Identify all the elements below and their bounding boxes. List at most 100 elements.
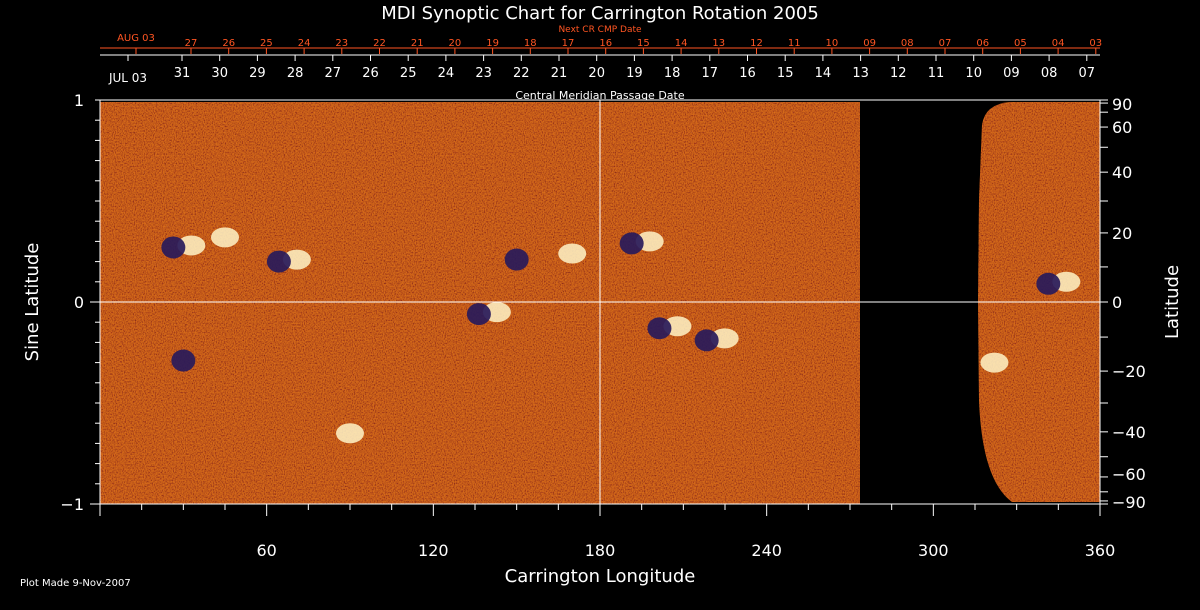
next-cr-date-label: 27 <box>185 38 198 49</box>
negative-patch <box>619 232 644 255</box>
cmp-date-label: 19 <box>626 66 643 81</box>
latitude-axis: −90 −60 −40 −20 0 20 40 60 90 <box>1100 95 1146 512</box>
longitude-axis: 60 120 180 240 300 360 <box>99 504 1116 560</box>
next-cr-date-label: 04 <box>1052 38 1065 49</box>
negative-patch <box>647 317 672 340</box>
active-region <box>647 316 692 340</box>
next-cr-date-label: 11 <box>788 38 801 49</box>
y-axis-label-right: Latitude <box>1162 265 1183 339</box>
active-region <box>266 249 311 273</box>
cmp-date-label: 15 <box>777 66 794 81</box>
cmp-date-label: 27 <box>325 66 342 81</box>
cmp-date-label: 13 <box>852 66 869 81</box>
x-axis-label: Carrington Longitude <box>505 566 696 587</box>
next-cr-date-label: 23 <box>335 38 348 49</box>
y-right-tick-label: −40 <box>1112 423 1146 442</box>
cmp-date-axis: JUL 03 31 30 29 28 27 26 25 24 23 22 21 20 19 18 17 16 15… <box>100 54 1100 85</box>
negative-patch <box>466 303 491 326</box>
y-left-tick-label: −1 <box>60 495 84 514</box>
cmp-date-label: 31 <box>174 66 191 81</box>
active-region <box>694 328 739 352</box>
next-cr-date-label: 12 <box>750 38 763 49</box>
cmp-date-label: 23 <box>475 66 492 81</box>
positive-patch <box>211 227 239 248</box>
cmp-date-label: 22 <box>513 66 530 81</box>
cmp-date-label: 20 <box>588 66 605 81</box>
x-tick-label: 300 <box>918 541 949 560</box>
cmp-date-label: 09 <box>1003 66 1020 81</box>
active-region <box>504 248 529 271</box>
cmp-date-label: 08 <box>1041 66 1058 81</box>
cmp-date-label: 16 <box>739 66 756 81</box>
next-cr-date-label: 09 <box>863 38 876 49</box>
plot-made-note: Plot Made 9-Nov-2007 <box>20 578 131 589</box>
active-region <box>171 349 196 372</box>
field-grain-dark-main <box>100 102 860 504</box>
cmp-date-label: 21 <box>551 66 568 81</box>
next-cr-date-label: 18 <box>524 38 537 49</box>
active-region <box>619 231 664 255</box>
x-tick-label: 120 <box>418 541 449 560</box>
cmp-date-label: 14 <box>815 66 832 81</box>
negative-patch <box>1036 272 1061 295</box>
active-regions <box>161 227 1081 444</box>
next-cr-date-label: 26 <box>222 38 235 49</box>
cmp-date-label: 25 <box>400 66 417 81</box>
cmp-date-label: 24 <box>438 66 455 81</box>
cmp-date-label: 30 <box>211 66 228 81</box>
positive-patch <box>336 423 364 444</box>
cmp-date-label: JUL 03 <box>108 71 147 85</box>
active-region <box>980 352 1009 373</box>
x-tick-label: 60 <box>256 541 276 560</box>
cmp-date-label: 12 <box>890 66 907 81</box>
next-cr-date-label: 19 <box>486 38 499 49</box>
next-cr-date-label: 21 <box>411 38 424 49</box>
y-axis-label-left: Sine Latitude <box>22 243 43 362</box>
next-cr-date-label: 10 <box>826 38 839 49</box>
y-left-tick-label: 0 <box>74 293 84 312</box>
next-cr-date-label: 24 <box>298 38 311 49</box>
sine-latitude-axis: −1 0 1 <box>60 91 100 514</box>
y-right-tick-label: 20 <box>1112 224 1132 243</box>
positive-patch <box>980 352 1009 373</box>
next-cr-date-label: 14 <box>675 38 688 49</box>
cmp-date-label: 10 <box>965 66 982 81</box>
negative-patch <box>266 250 291 273</box>
y-right-tick-label: 0 <box>1112 293 1122 312</box>
top-axis-label: Central Meridian Passage Date <box>515 89 684 102</box>
negative-patch <box>171 349 196 372</box>
active-region <box>336 423 364 444</box>
x-tick-label: 240 <box>751 541 782 560</box>
next-cr-date-label: 05 <box>1014 38 1027 49</box>
active-region <box>161 235 206 259</box>
y-left-tick-label: 1 <box>74 91 84 110</box>
next-cr-date-label: 03 <box>1089 38 1102 49</box>
cmp-date-label: 28 <box>287 66 304 81</box>
next-cr-date-label: AUG 03 <box>117 33 155 44</box>
next-cr-date-label: 20 <box>449 38 462 49</box>
cmp-date-label: 11 <box>928 66 945 81</box>
active-region <box>1036 271 1081 295</box>
next-cr-date-label: 13 <box>712 38 725 49</box>
cmp-date-label: 29 <box>249 66 266 81</box>
next-cr-date-label: 22 <box>373 38 386 49</box>
positive-patch <box>558 243 587 264</box>
x-tick-label: 360 <box>1085 541 1116 560</box>
next-cr-axis-label: Next CR CMP Date <box>558 25 642 35</box>
cmp-date-label: 07 <box>1079 66 1096 81</box>
next-cr-date-label: 25 <box>260 38 273 49</box>
next-cr-date-label: 17 <box>562 38 575 49</box>
next-cr-date-label: 08 <box>901 38 914 49</box>
next-cr-date-label: 07 <box>939 38 952 49</box>
next-cr-date-label: 06 <box>976 38 989 49</box>
y-right-tick-label: 90 <box>1112 95 1132 114</box>
magnetogram-map <box>100 100 1100 504</box>
cmp-date-label: 26 <box>362 66 379 81</box>
active-region <box>466 302 511 326</box>
next-cr-date-label: 16 <box>599 38 612 49</box>
negative-patch <box>161 236 186 259</box>
y-right-tick-label: −20 <box>1112 362 1146 381</box>
cmp-date-label: 18 <box>664 66 681 81</box>
x-tick-label: 180 <box>585 541 616 560</box>
